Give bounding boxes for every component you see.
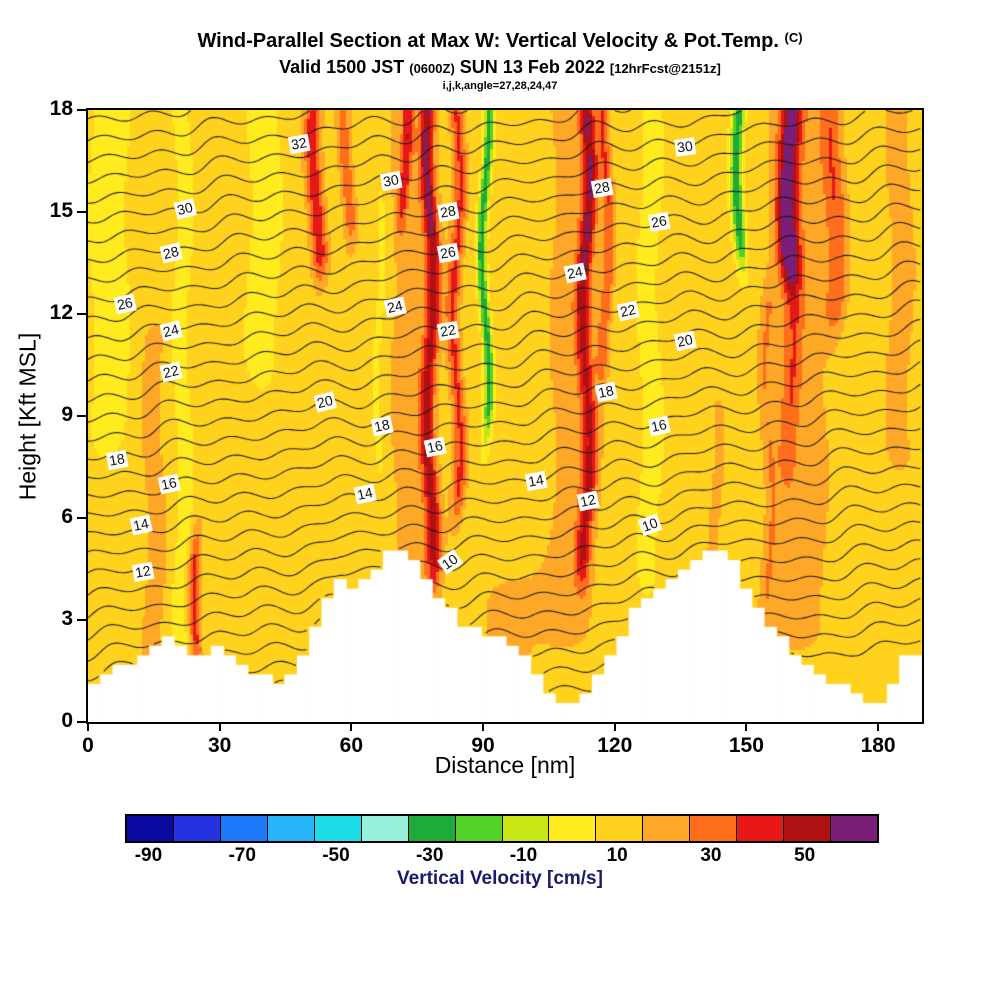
colorbar-tick-label: -10 [509, 845, 538, 866]
colorbar-segment [455, 816, 503, 841]
x-tick-label: 180 [860, 734, 896, 757]
colorbar-segment [127, 816, 174, 841]
colorbar-segment [690, 816, 738, 841]
y-tick-label: 18 [49, 97, 73, 120]
contour-label: 28 [590, 178, 613, 199]
contour-label: 18 [105, 450, 128, 471]
contour-label: 16 [423, 436, 447, 457]
contour-label: 22 [436, 320, 460, 342]
y-tick-label: 15 [49, 199, 73, 222]
subtitle-utc-time: (0600Z) [409, 61, 455, 76]
colorbar-segment [267, 816, 315, 841]
y-tick-label: 6 [61, 505, 73, 528]
x-tick-label: 120 [597, 734, 633, 757]
colorbar-segment [173, 816, 221, 841]
x-axis-tick [218, 722, 221, 731]
x-tick-label: 150 [728, 734, 764, 757]
contour-label: 14 [524, 470, 547, 491]
contour-label: 22 [616, 300, 640, 321]
x-tick-label: 90 [471, 734, 495, 757]
chart-title: Wind-Parallel Section at Max W: Vertical… [0, 30, 1000, 53]
colorbar-title: Vertical Velocity [cm/s] [397, 868, 603, 889]
colorbar-tick-label: -90 [134, 845, 163, 866]
subtitle-date: SUN 13 Feb 2022 [459, 57, 605, 77]
x-tick-label: 30 [207, 734, 232, 757]
subtitle-forecast-tag: [12hrFcst@2151z] [609, 61, 721, 76]
colorbar-segment [361, 816, 409, 841]
x-axis-tick [87, 722, 89, 731]
y-axis-tick [77, 721, 86, 723]
y-axis-tick [77, 313, 86, 315]
chart-subtitle: Valid 1500 JST (0600Z) SUN 13 Feb 2022 [… [0, 57, 1000, 78]
y-axis-tick [77, 619, 86, 621]
colorbar-segment [314, 816, 362, 841]
colorbar-segment [737, 816, 785, 841]
x-axis-title: Distance [nm] [434, 752, 576, 778]
x-tick-label: 60 [339, 734, 364, 757]
contour-label: 32 [287, 133, 310, 155]
contour-label: 28 [436, 201, 460, 223]
colorbar-tick-label: -30 [415, 845, 444, 866]
contour-label: 26 [647, 212, 670, 233]
y-tick-label: 0 [61, 709, 73, 732]
colorbar-segment [408, 816, 456, 841]
colorbar [125, 814, 879, 843]
y-axis-tick [77, 517, 86, 519]
y-axis-tick [77, 109, 86, 111]
section-plot-canvas [88, 110, 922, 722]
x-axis-tick [350, 722, 353, 731]
chart-info-line: i,j,k,angle=27,28,24,47 [442, 80, 558, 92]
colorbar-segment [784, 816, 832, 841]
colorbar-segment [831, 816, 877, 841]
contour-label: 14 [129, 514, 153, 536]
colorbar-segment [220, 816, 268, 841]
x-axis-tick [613, 722, 616, 731]
colorbar-segment [549, 816, 597, 841]
chart-title-units: (C) [784, 30, 803, 45]
x-axis-tick [745, 722, 748, 731]
colorbar-tick-label: -50 [322, 845, 350, 866]
y-tick-label: 9 [61, 403, 73, 426]
y-axis-tick [77, 415, 86, 417]
colorbar-tick-label: 30 [700, 845, 722, 866]
colorbar-tick-label: -70 [228, 845, 256, 866]
y-axis-tick [77, 211, 86, 213]
y-tick-label: 12 [49, 301, 73, 324]
colorbar-tick-label: 10 [606, 845, 628, 866]
x-axis-tick [482, 722, 485, 731]
colorbar-segment [502, 816, 550, 841]
contour-label: 30 [674, 137, 696, 158]
colorbar-tick-label: 50 [794, 845, 816, 866]
plot-frame [86, 108, 924, 724]
y-tick-label: 3 [61, 607, 73, 630]
chart-title-text: Wind-Parallel Section at Max W: Vertical… [197, 30, 779, 52]
colorbar-segment [643, 816, 691, 841]
x-axis-tick [877, 722, 880, 731]
contour-label: 26 [436, 242, 460, 263]
colorbar-segment [596, 816, 644, 841]
subtitle-valid-time: Valid 1500 JST [279, 57, 405, 77]
x-tick-label: 0 [82, 734, 94, 757]
